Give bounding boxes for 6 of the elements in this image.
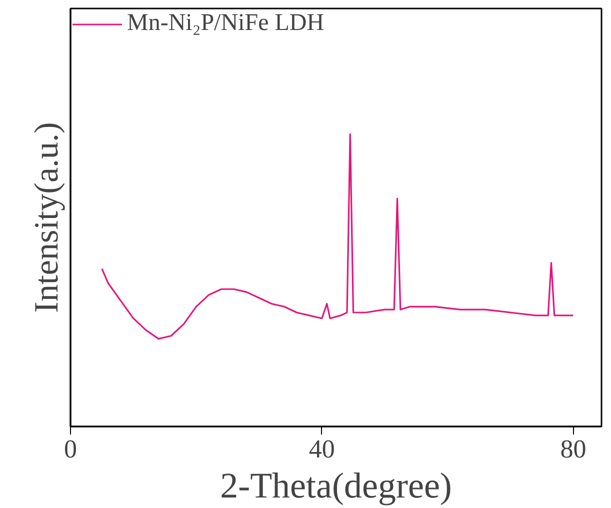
y-axis-title: Intensity(a.u.) (28, 122, 66, 313)
legend-label: Mn-Ni₂P/NiFe LDH (127, 10, 324, 37)
x-tick-label: 0 (64, 434, 77, 464)
x-axis-title: 2-Theta(degree) (220, 466, 452, 506)
x-tick-label: 80 (560, 434, 586, 464)
x-tick-label: 40 (308, 434, 335, 464)
